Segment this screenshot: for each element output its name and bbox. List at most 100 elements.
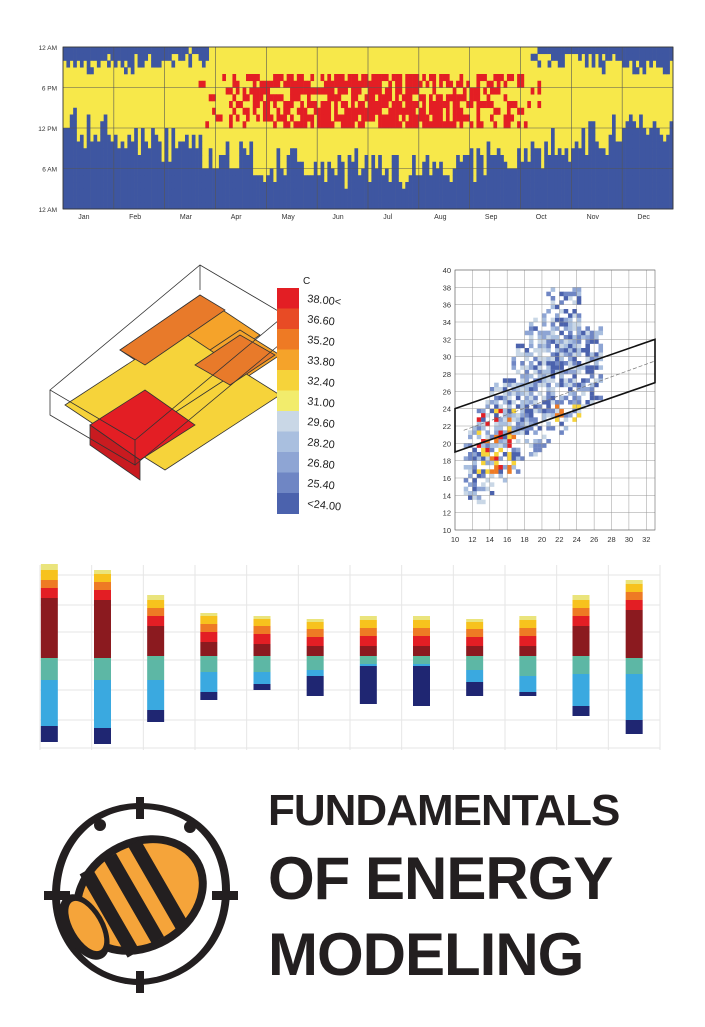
heatmap-cell <box>232 107 237 115</box>
density-cell <box>524 400 530 405</box>
density-cell <box>511 408 517 414</box>
heatmap-cell <box>303 121 308 129</box>
density-cell <box>515 426 521 431</box>
heatmap-cell <box>364 202 369 210</box>
heatmap-cell <box>649 148 653 156</box>
heatmap-cell <box>181 175 186 183</box>
heatmap-cell <box>544 175 548 183</box>
density-cell <box>589 382 595 388</box>
heatmap-cell <box>154 161 159 169</box>
heatmap-cell <box>269 94 274 102</box>
density-cell <box>489 456 495 461</box>
bar-segment-negative <box>40 726 58 742</box>
heatmap-cell <box>429 94 433 102</box>
heatmap-cell <box>347 182 352 190</box>
heatmap-cell <box>520 182 525 190</box>
heatmap-cell <box>296 188 301 196</box>
heatmap-cell <box>418 182 423 190</box>
density-cell <box>528 322 534 327</box>
density-cell <box>498 430 504 435</box>
heatmap-cell <box>645 188 650 196</box>
density-cell <box>537 339 543 344</box>
heatmap-cell <box>198 195 203 203</box>
heatmap-cell <box>635 47 640 55</box>
heatmap-cell <box>435 182 440 190</box>
heatmap-cell <box>185 161 189 169</box>
density-cell <box>476 499 482 505</box>
heatmap-cell <box>201 195 206 203</box>
density-cell <box>589 330 595 336</box>
heatmap-cell <box>652 182 657 190</box>
density-cell <box>502 387 508 392</box>
heatmap-cell <box>266 182 271 190</box>
heatmap-cell <box>151 128 155 136</box>
heatmap-cell <box>354 155 359 163</box>
heatmap-cell <box>493 87 498 95</box>
density-cell <box>472 495 477 500</box>
heatmap-cell <box>486 141 491 149</box>
heatmap-cell <box>361 114 365 122</box>
heatmap-cell <box>201 80 206 88</box>
heatmap-cell <box>490 195 494 203</box>
heatmap-cells <box>63 47 674 210</box>
density-cell <box>568 343 573 349</box>
heatmap-cell <box>357 87 362 95</box>
heatmap-cell <box>408 202 413 210</box>
density-cells <box>463 287 604 505</box>
density-cell <box>541 356 547 362</box>
heatmap-cell <box>662 141 667 149</box>
heatmap-cell <box>567 182 572 190</box>
density-cell <box>537 408 543 414</box>
heatmap-cell <box>635 134 640 142</box>
density-cell <box>559 348 564 353</box>
heatmap-cell <box>564 195 569 203</box>
heatmap-cell <box>601 188 606 196</box>
density-cell <box>498 473 504 479</box>
heatmap-cell <box>584 188 589 196</box>
heatmap-cell <box>381 94 386 102</box>
heatmap-cell <box>449 121 454 129</box>
heatmap-cell <box>429 101 433 109</box>
heatmap-cell <box>66 148 71 156</box>
bar-segment-positive <box>306 619 324 622</box>
heatmap-cell <box>628 53 633 61</box>
heatmap-cell <box>195 175 199 183</box>
heatmap-cell <box>540 47 545 55</box>
heatmap-cell <box>185 202 189 210</box>
heatmap-cell <box>212 182 216 190</box>
heatmap-cell <box>652 188 657 196</box>
heatmap-cell <box>618 182 623 190</box>
heatmap-cell <box>405 87 409 95</box>
density-cell <box>546 356 551 362</box>
density-cell <box>472 447 477 453</box>
bar-segment-positive <box>519 656 537 660</box>
heatmap-cell <box>134 148 138 156</box>
heatmap-cell <box>218 182 223 190</box>
density-cell <box>537 382 543 388</box>
heatmap-cell <box>584 175 589 183</box>
density-cell <box>537 391 543 396</box>
bar-segment-positive <box>413 656 430 660</box>
heatmap-cell <box>537 80 542 88</box>
bar-segment-negative <box>572 660 590 674</box>
heatmap-cell <box>513 188 518 196</box>
density-cell <box>555 365 560 370</box>
heatmap-cell <box>466 155 470 163</box>
heatmap-cell <box>201 168 206 176</box>
heatmap-cell <box>137 195 142 203</box>
heatmap-cell <box>378 101 382 109</box>
heatmap-cell <box>384 195 389 203</box>
heatmap-cell <box>93 202 98 210</box>
density-cell <box>555 382 560 388</box>
heatmap-cell <box>588 121 592 129</box>
heatmap-cell <box>303 175 308 183</box>
heatmap-cell <box>517 168 521 176</box>
heatmap-cell <box>100 128 104 136</box>
heatmap-cell <box>561 53 565 61</box>
heatmap-cell <box>205 188 210 196</box>
heatmap-cell <box>76 195 81 203</box>
bar-segment-negative <box>200 692 218 700</box>
heatmap-cell <box>201 47 206 55</box>
heatmap-cell <box>317 202 321 210</box>
density-cell <box>515 348 521 353</box>
